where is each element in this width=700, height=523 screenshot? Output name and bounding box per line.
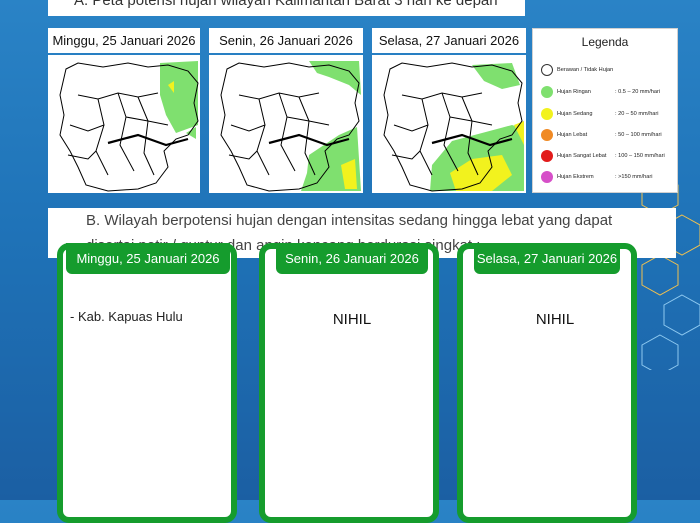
day-label-1: Minggu, 25 Januari 2026	[48, 28, 200, 53]
legend-item-range: : 50 – 100 mm/hari	[615, 132, 662, 138]
legend-item-range: : >150 mm/hari	[615, 174, 653, 180]
legend-item-sangat-lebat: Hujan Sangat Lebat : 100 – 150 mm/hari	[541, 150, 675, 162]
legend-item-range: : 100 – 150 mm/hari	[615, 153, 665, 159]
section-b-heading-line-1: B. Wilayah berpotensi hujan dengan inten…	[86, 212, 613, 229]
legend-color-swatch	[541, 108, 553, 120]
legend-item-range: : 0.5 – 20 mm/hari	[615, 89, 661, 95]
card-tab-3: Selasa, 27 Januari 2026	[474, 243, 620, 274]
legend-item-lebat: Hujan Lebat : 50 – 100 mm/hari	[541, 129, 675, 141]
legend-title: Legenda	[581, 35, 629, 49]
forecast-card-3	[457, 243, 637, 523]
section-a-heading: A. Peta potensi hujan wilayah Kalimantan…	[48, 0, 525, 16]
legend-item-name: Hujan Ekstrem	[557, 174, 594, 180]
day-label-3: Selasa, 27 Januari 2026	[372, 28, 526, 53]
card-tab-1: Minggu, 25 Januari 2026	[66, 243, 230, 274]
legend-item-name: Hujan Lebat	[557, 132, 588, 138]
legend-color-swatch	[541, 64, 553, 76]
legend-item-name: Berawan / Tidak Hujan	[557, 67, 614, 73]
day-label-2: Senin, 26 Januari 2026	[209, 28, 363, 53]
card-content-3: NIHIL	[535, 311, 575, 328]
rain-map-day-3	[372, 55, 526, 193]
legend-item-name: Hujan Sangat Lebat	[557, 153, 607, 159]
legend-panel: Legenda Berawan / Tidak Hujan Hujan Ring…	[532, 28, 678, 193]
legend-color-swatch	[541, 129, 553, 141]
forecast-card-1	[57, 243, 237, 523]
card-tab-2: Senin, 26 Januari 2026	[276, 243, 428, 274]
rain-map-day-1	[48, 55, 200, 193]
legend-item-ekstrem: Hujan Ekstrem : >150 mm/hari	[541, 171, 675, 183]
card-content-2: NIHIL	[332, 311, 372, 328]
legend-color-swatch	[541, 171, 553, 183]
card-content-1: - Kab. Kapuas Hulu	[70, 309, 183, 324]
legend-item-name: Hujan Sedang	[557, 111, 593, 117]
legend-item-sedang: Hujan Sedang : 20 – 50 mm/hari	[541, 108, 675, 120]
legend-item-berawan: Berawan / Tidak Hujan	[541, 64, 675, 76]
rain-map-day-2	[209, 55, 363, 193]
legend-item-name: Hujan Ringan	[557, 89, 591, 95]
forecast-card-2	[259, 243, 439, 523]
legend-color-swatch	[541, 150, 553, 162]
legend-item-ringan: Hujan Ringan : 0.5 – 20 mm/hari	[541, 86, 675, 98]
legend-item-range: : 20 – 50 mm/hari	[615, 111, 659, 117]
legend-color-swatch	[541, 86, 553, 98]
